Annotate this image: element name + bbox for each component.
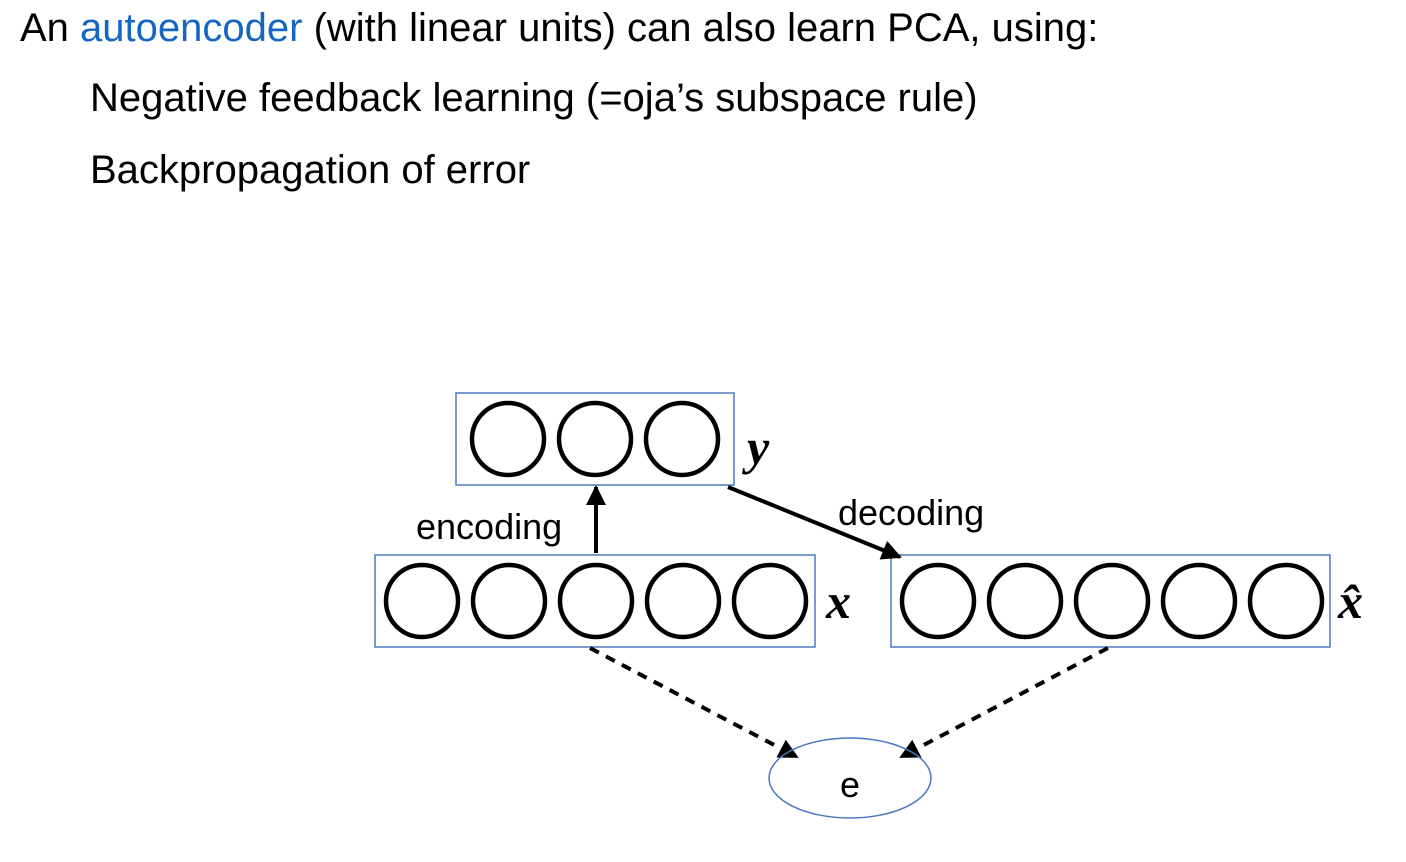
input-unit	[731, 562, 809, 640]
y-label: y	[742, 419, 770, 475]
autoencoder-link[interactable]: autoencoder	[80, 6, 303, 50]
input-unit	[383, 562, 461, 640]
intro-line: An autoencoder (with linear units) can a…	[20, 8, 1098, 48]
bullet-backprop: Backpropagation of error	[90, 148, 531, 192]
encoding-label: encoding	[416, 506, 562, 547]
input-unit	[557, 562, 635, 640]
output-error-arrow	[899, 646, 1109, 759]
hidden-units	[469, 400, 721, 478]
hidden-unit	[469, 400, 547, 478]
decoding-arrow	[727, 485, 902, 560]
intro-suffix: (with linear units) can also learn PCA, …	[302, 6, 1099, 50]
output-unit	[899, 562, 977, 640]
input-units	[383, 562, 809, 640]
input-error-arrow	[589, 646, 799, 759]
bullet-oja-rule: Negative feedback learning (=oja’s subsp…	[90, 76, 978, 120]
output-unit	[1247, 562, 1325, 640]
output-unit	[1073, 562, 1151, 640]
input-unit	[644, 562, 722, 640]
x-label: x	[825, 573, 851, 629]
output-unit	[986, 562, 1064, 640]
error-node	[768, 737, 932, 819]
output-layer-box	[890, 554, 1331, 648]
output-units	[899, 562, 1325, 640]
input-layer-box	[374, 554, 816, 648]
input-unit	[470, 562, 548, 640]
intro-prefix: An	[20, 6, 81, 50]
error-label: e	[840, 764, 860, 805]
output-unit	[1160, 562, 1238, 640]
xhat-label: x̂	[1337, 573, 1363, 629]
decoding-label: decoding	[838, 492, 984, 533]
hidden-unit	[643, 400, 721, 478]
hidden-unit	[556, 400, 634, 478]
